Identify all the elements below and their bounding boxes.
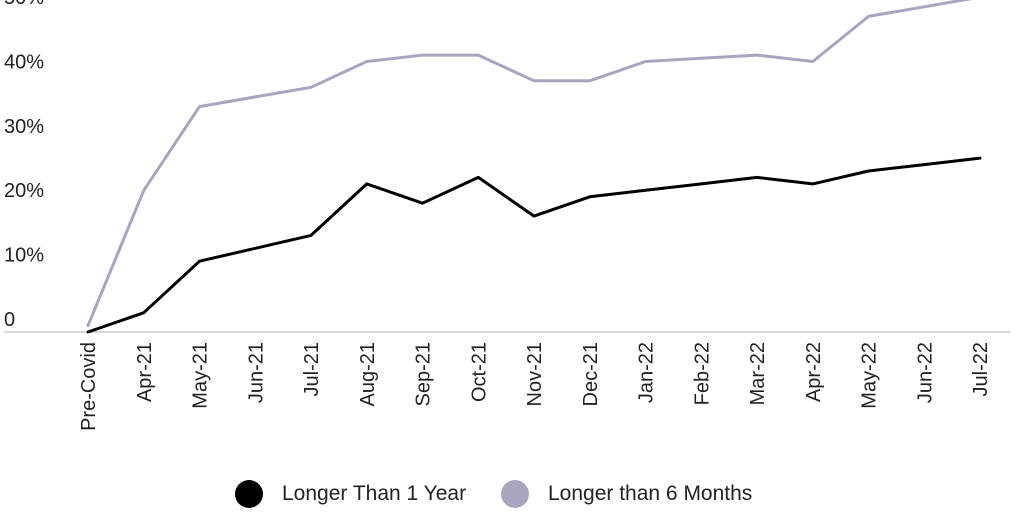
- x-tick-label: Apr-21: [134, 342, 156, 402]
- legend-label: Longer Than 1 Year: [282, 482, 466, 505]
- x-tick-label: Jan-22: [636, 342, 658, 403]
- legend-marker: [235, 480, 263, 508]
- y-tick-label: 40%: [4, 51, 44, 73]
- x-tick-label: May-21: [190, 342, 212, 409]
- x-tick-label: Dec-21: [580, 342, 602, 406]
- x-tick-label: Nov-21: [524, 342, 546, 406]
- y-axis-ticks: 0 10% 20% 30% 40% 50%: [4, 0, 44, 331]
- x-tick-label: Feb-22: [691, 342, 713, 405]
- y-tick-label: 50%: [4, 0, 44, 9]
- series-line-0: [86, 156, 982, 334]
- x-tick-label: Oct-21: [468, 342, 490, 402]
- x-tick-label: Pre-Covid: [78, 342, 100, 431]
- x-axis-ticks: Pre-Covid Apr-21 May-21 Jun-21 Jul-21 Aug-21 S…: [78, 342, 992, 431]
- y-tick-label: 0: [4, 309, 15, 331]
- y-tick-label: 20%: [4, 180, 44, 202]
- y-tick-label: 30%: [4, 116, 44, 138]
- x-tick-label: May-22: [859, 342, 881, 409]
- legend-marker: [501, 480, 529, 508]
- series-lines: [86, 0, 982, 334]
- x-tick-label: Aug-21: [357, 342, 379, 407]
- legend: Longer Than 1 Year Longer than 6 Months: [235, 480, 752, 508]
- x-tick-label: Mar-22: [747, 342, 769, 405]
- x-tick-label: Apr-22: [803, 342, 825, 402]
- x-tick-label: Jul-22: [970, 342, 992, 396]
- series-line-1: [86, 0, 973, 328]
- x-tick-label: Jun-21: [245, 342, 267, 403]
- y-tick-label: 10%: [4, 245, 44, 267]
- x-tick-label: Jun-22: [914, 342, 936, 403]
- x-tick-label: Jul-21: [301, 342, 323, 396]
- x-tick-label: Sep-21: [413, 342, 435, 407]
- legend-label: Longer than 6 Months: [548, 482, 752, 505]
